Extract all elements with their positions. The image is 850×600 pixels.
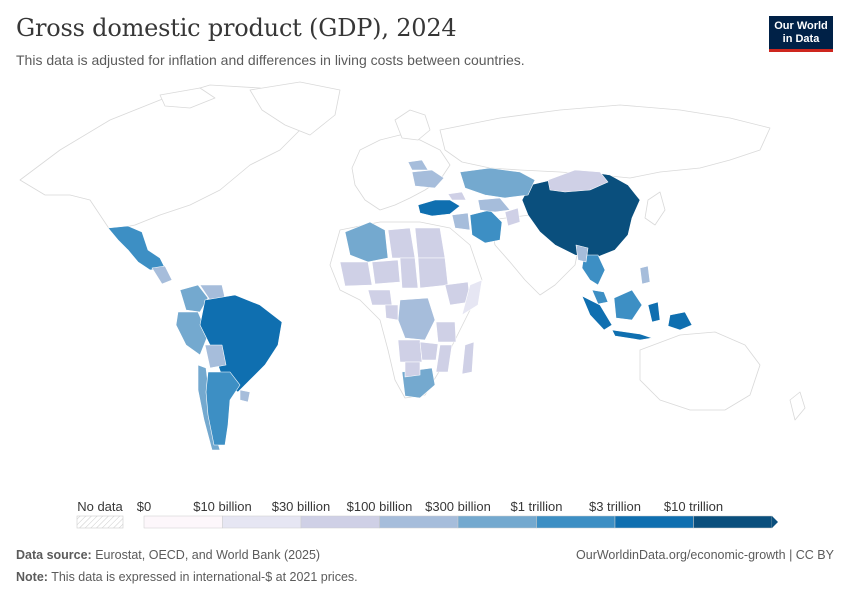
country-zambia[interactable] (419, 341, 439, 361)
country-bolivia[interactable] (204, 344, 227, 369)
country-uzbekistan[interactable] (477, 197, 511, 213)
legend-bin-label: $10 trillion (663, 499, 724, 514)
source-url[interactable]: OurWorldinData.org/economic-growth | CC … (576, 548, 834, 562)
chart-subtitle: This data is adjusted for inflation and … (16, 52, 525, 68)
country-sumatra[interactable] (581, 295, 613, 331)
country-iraq[interactable] (451, 212, 471, 231)
country-madagascar[interactable] (461, 341, 475, 375)
country-afghanistan[interactable] (504, 207, 521, 227)
legend-no-data-label: No data (77, 499, 123, 514)
legend-bin-swatch[interactable] (693, 515, 773, 529)
legend-bin-swatch[interactable] (536, 515, 616, 529)
legend-bin-swatch[interactable] (300, 515, 380, 529)
legend-bin-swatch[interactable] (379, 515, 459, 529)
country-cameroon[interactable] (384, 304, 399, 321)
country-mozambique[interactable] (435, 344, 453, 373)
legend-bin-label: $3 trillion (588, 499, 642, 514)
country-argentina[interactable] (205, 371, 241, 446)
country-chad[interactable] (399, 257, 419, 289)
legend-bin-label: $30 billion (271, 499, 331, 514)
country-papua[interactable] (667, 311, 693, 331)
country-myanmar[interactable] (575, 244, 589, 263)
region-arctic-islands[interactable] (159, 87, 216, 109)
legend-bin-label: $100 billion (346, 499, 413, 514)
note: Note: This data is expressed in internat… (16, 570, 358, 584)
logo-line-1: Our World (774, 19, 828, 32)
country-mexico[interactable] (107, 225, 166, 271)
country-turkey[interactable] (417, 199, 461, 217)
region-new-zealand[interactable] (789, 391, 806, 421)
legend-bin-swatch[interactable] (143, 515, 223, 529)
country-sudan[interactable] (417, 257, 449, 289)
country-niger[interactable] (371, 259, 401, 285)
country-nigeria[interactable] (367, 289, 393, 306)
country-philippines[interactable] (639, 265, 651, 285)
country-belarus[interactable] (407, 159, 429, 171)
region-scandinavia[interactable] (394, 109, 431, 141)
country-iran[interactable] (469, 209, 503, 244)
legend-bin-label: $0 (136, 499, 152, 514)
legend-bin-swatch[interactable] (614, 515, 694, 529)
country-thailand[interactable] (581, 254, 606, 286)
legend-no-data-swatch[interactable] (76, 515, 124, 529)
region-australia[interactable] (639, 331, 761, 411)
country-egypt[interactable] (414, 227, 446, 259)
region-japan[interactable] (644, 191, 666, 226)
country-central-america[interactable] (151, 265, 173, 285)
note-text: This data is expressed in international-… (51, 570, 358, 584)
country-tanzania[interactable] (435, 321, 457, 343)
data-source: Data source: Eurostat, OECD, and World B… (16, 548, 320, 562)
data-source-text[interactable]: Eurostat, OECD, and World Bank (2025) (95, 548, 321, 562)
country-angola[interactable] (397, 339, 423, 363)
legend-bin-label: $300 billion (425, 499, 491, 514)
world-map (19, 81, 806, 451)
legend-bin-label: $10 billion (193, 499, 252, 514)
region-greenland[interactable] (249, 81, 341, 136)
country-borneo[interactable] (613, 289, 643, 321)
country-caucasus[interactable] (447, 191, 467, 201)
country-somalia[interactable] (461, 279, 483, 316)
country-sulawesi[interactable] (647, 301, 661, 323)
country-libya[interactable] (387, 227, 416, 259)
country-uruguay[interactable] (239, 389, 251, 403)
note-label: Note: (16, 570, 48, 584)
country-malaysia[interactable] (591, 289, 609, 305)
country-java[interactable] (611, 329, 653, 341)
owid-logo[interactable]: Our World in Data (769, 16, 833, 52)
legend-bin-label: $1 trillion (510, 499, 563, 514)
legend-bin-swatch[interactable] (457, 515, 537, 529)
country-kazakhstan[interactable] (459, 167, 536, 199)
legend-scale (76, 515, 778, 529)
country-peru[interactable] (175, 311, 209, 356)
country-algeria[interactable] (344, 221, 389, 263)
region-russia[interactable] (439, 104, 771, 179)
legend: No data $0 $10 billion $30 billion $100 bil… (0, 494, 850, 534)
country-ukraine[interactable] (411, 169, 445, 189)
country-namibia[interactable] (404, 361, 421, 378)
country-mali[interactable] (339, 261, 373, 287)
legend-bin-swatch[interactable] (222, 515, 302, 529)
data-source-label: Data source: (16, 548, 92, 562)
chart-title: Gross domestic product (GDP), 2024 (16, 14, 457, 42)
legend-arrow-icon (772, 516, 778, 528)
logo-line-2: in Data (782, 32, 820, 45)
country-mongolia[interactable] (547, 169, 609, 193)
